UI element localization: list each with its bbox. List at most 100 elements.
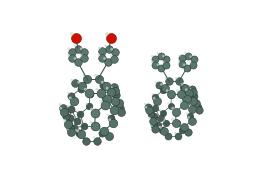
Point <box>109 116 113 119</box>
Point <box>153 95 157 98</box>
Point <box>88 92 92 95</box>
Point <box>79 54 83 57</box>
Point <box>82 125 86 128</box>
Point <box>93 124 97 127</box>
Point <box>188 97 192 100</box>
Point <box>70 79 74 82</box>
Point <box>184 88 188 91</box>
Point <box>117 102 121 105</box>
Point <box>149 112 154 115</box>
Point <box>94 74 98 77</box>
Point <box>92 136 96 139</box>
Point <box>113 51 117 54</box>
Point <box>97 53 101 56</box>
Point <box>191 98 195 101</box>
Point <box>192 94 196 98</box>
Point <box>156 63 160 66</box>
Point <box>184 97 189 100</box>
Point <box>159 83 163 86</box>
Point <box>187 105 191 108</box>
Point <box>153 57 157 60</box>
Point <box>95 88 99 91</box>
Point <box>144 106 148 109</box>
Point <box>75 110 79 113</box>
Point <box>178 123 182 126</box>
Point <box>95 139 99 142</box>
Point <box>164 122 168 125</box>
Point <box>177 80 182 83</box>
Point <box>153 127 157 130</box>
Point <box>159 66 163 69</box>
Point <box>156 52 160 55</box>
Point <box>150 54 154 57</box>
Point <box>110 48 114 51</box>
Point <box>105 97 110 100</box>
Point <box>99 100 103 103</box>
Point <box>186 54 190 57</box>
Point <box>182 63 186 66</box>
Point <box>180 128 184 131</box>
Point <box>114 94 118 97</box>
Point <box>152 124 156 127</box>
Point <box>164 63 168 66</box>
Point <box>151 92 155 95</box>
Point <box>161 54 165 57</box>
Point <box>176 135 180 138</box>
Point <box>82 50 86 53</box>
Point <box>188 114 192 117</box>
Point <box>171 107 175 110</box>
Point <box>190 119 194 122</box>
Point <box>83 88 87 91</box>
Point <box>149 113 153 116</box>
Point <box>76 47 80 50</box>
Point <box>113 98 117 101</box>
Point <box>61 106 65 109</box>
Point <box>75 119 79 122</box>
Point <box>97 129 102 132</box>
Point <box>181 85 185 88</box>
Point <box>188 88 192 91</box>
Point <box>97 77 101 80</box>
Point <box>85 102 89 105</box>
Point <box>161 111 165 114</box>
Point <box>169 93 173 96</box>
Point <box>79 133 83 136</box>
Point <box>108 118 112 121</box>
Point <box>102 129 106 132</box>
Point <box>160 128 164 131</box>
Point <box>164 57 168 60</box>
Point <box>91 122 95 125</box>
Point <box>153 120 157 123</box>
Point <box>187 84 191 87</box>
Point <box>194 106 198 109</box>
Point <box>155 100 160 103</box>
Point <box>194 101 199 105</box>
Point <box>100 50 105 53</box>
Point <box>68 116 72 119</box>
Point <box>177 54 182 57</box>
Point <box>111 91 115 94</box>
Point <box>79 47 83 50</box>
Point <box>170 118 174 121</box>
Point <box>113 100 117 103</box>
Point <box>87 105 91 108</box>
Point <box>173 132 177 135</box>
Point <box>63 119 67 122</box>
Point <box>68 96 72 99</box>
Point <box>83 139 88 142</box>
Point <box>189 55 193 58</box>
Point <box>174 121 178 124</box>
Point <box>107 135 111 138</box>
Point <box>72 126 76 129</box>
Point <box>80 136 85 139</box>
Point <box>196 105 200 108</box>
Point <box>109 86 113 89</box>
Point <box>177 60 181 63</box>
Point <box>69 107 73 110</box>
Point <box>150 60 154 63</box>
Point <box>85 89 89 92</box>
Point <box>66 122 70 125</box>
Point <box>66 127 70 130</box>
Point <box>65 113 69 116</box>
Point <box>191 91 195 94</box>
